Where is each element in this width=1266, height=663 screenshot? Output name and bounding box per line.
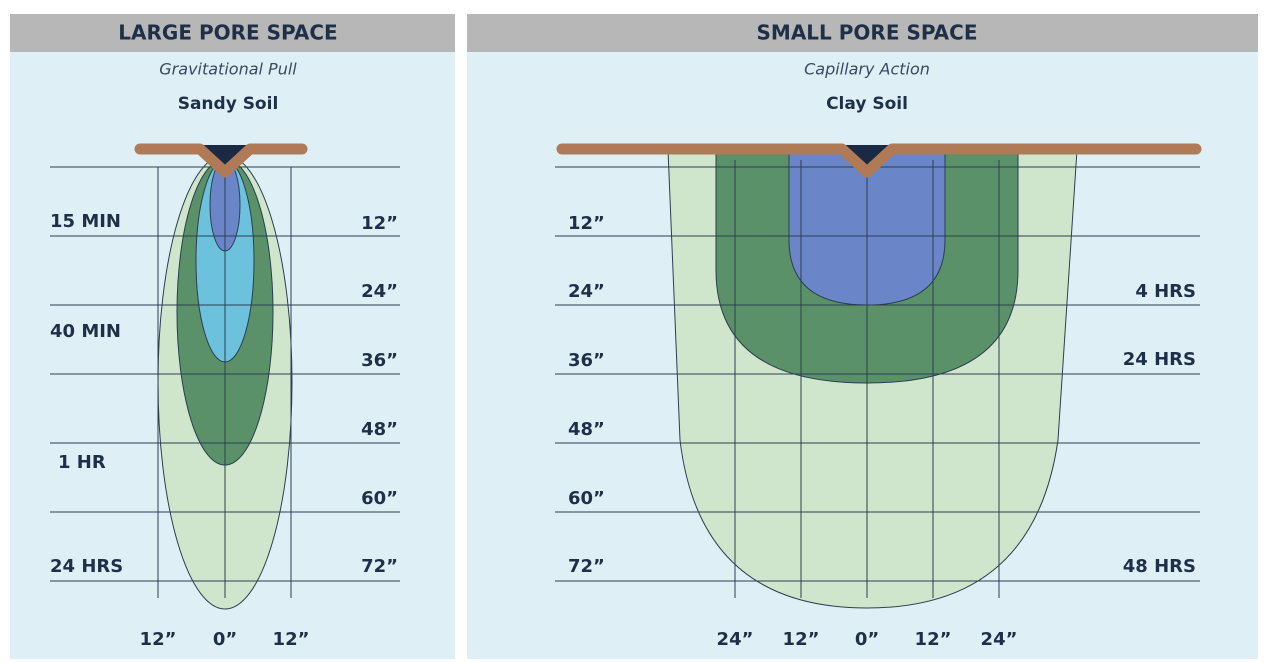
width-label: 12”	[140, 629, 177, 650]
panel-header: SMALL PORE SPACE	[757, 21, 978, 45]
time-label: 24 HRS	[1123, 349, 1196, 370]
panel-subtitle: Gravitational Pull	[159, 60, 297, 79]
grid	[50, 160, 1200, 598]
depth-label: 72”	[361, 556, 398, 577]
right-header-bar	[467, 14, 1258, 52]
depth-label: 48”	[568, 419, 605, 440]
width-label: 24”	[981, 629, 1018, 650]
width-label: 0”	[855, 629, 879, 650]
time-label: 24 HRS	[50, 556, 123, 577]
width-label: 12”	[915, 629, 952, 650]
depth-label: 12”	[361, 213, 398, 234]
depth-label: 60”	[361, 488, 398, 509]
depth-label: 72”	[568, 556, 605, 577]
depth-label: 36”	[361, 350, 398, 371]
time-label: 40 MIN	[50, 321, 121, 342]
time-label: 1 HR	[58, 452, 106, 473]
panel-subtitle: Capillary Action	[804, 60, 930, 79]
time-label: 48 HRS	[1123, 556, 1196, 577]
soil-surface	[134, 143, 308, 178]
soil-type: Sandy Soil	[178, 94, 279, 114]
depth-label: 24”	[568, 281, 605, 302]
width-label: 12”	[273, 629, 310, 650]
time-label: 4 HRS	[1135, 281, 1196, 302]
panel-header: LARGE PORE SPACE	[118, 21, 337, 45]
width-label: 24”	[717, 629, 754, 650]
soil-surface	[556, 143, 1202, 178]
time-label: 15 MIN	[50, 211, 121, 232]
left-header-bar	[10, 14, 455, 52]
depth-label: 60”	[568, 488, 605, 509]
depth-label: 48”	[361, 419, 398, 440]
depth-label: 12”	[568, 213, 605, 234]
width-label: 0”	[213, 629, 237, 650]
width-label: 12”	[783, 629, 820, 650]
depth-label: 24”	[361, 281, 398, 302]
soil-type: Clay Soil	[826, 94, 908, 114]
depth-label: 36”	[568, 350, 605, 371]
